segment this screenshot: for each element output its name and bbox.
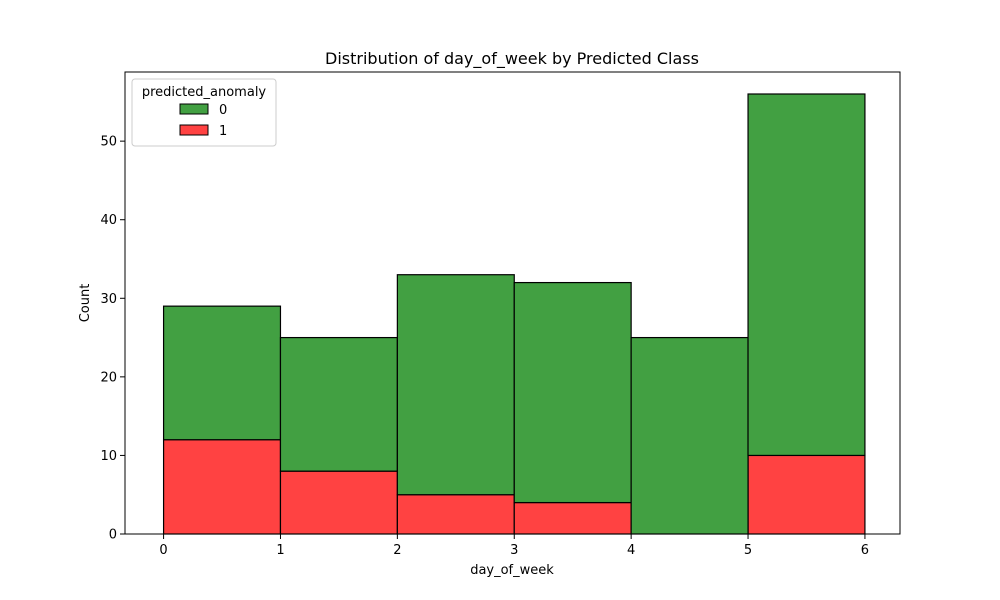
- bar-series-0-bin-5: [747, 93, 866, 457]
- legend-label-1: 1: [219, 124, 227, 139]
- legend-swatch-1: [179, 124, 209, 136]
- bar-series-1-bin-0: [162, 439, 282, 535]
- x-tick-label-4: 4: [627, 543, 635, 558]
- y-tick-label-0: 0: [109, 528, 117, 543]
- y-tick-label-2: 20: [100, 370, 117, 385]
- y-axis: 0 10 20 30 40 50: [100, 135, 125, 543]
- bar-series-1-bin-2: [396, 494, 515, 535]
- legend-title: predicted_anomaly: [142, 85, 267, 100]
- legend-label-0: 0: [219, 103, 227, 118]
- y-tick-label-4: 40: [100, 213, 117, 228]
- y-tick-label-1: 10: [100, 449, 117, 464]
- bar-series-1-bin-1: [279, 470, 398, 535]
- x-tick-label-5: 5: [744, 543, 752, 558]
- chart-title: Distribution of day_of_week by Predicted…: [325, 49, 699, 69]
- legend: predicted_anomaly 0 1: [131, 78, 277, 147]
- x-tick-label-3: 3: [510, 543, 518, 558]
- bar-series-0-bin-2: [396, 274, 515, 496]
- y-tick-label-3: 30: [100, 292, 117, 307]
- x-tick-label-1: 1: [276, 543, 284, 558]
- x-tick-label-0: 0: [159, 543, 167, 558]
- plot-frame: [124, 71, 901, 535]
- x-axis: 0 1 2 3 4 5 6: [159, 534, 869, 558]
- y-tick-label-5: 50: [100, 135, 117, 150]
- x-tick-label-6: 6: [861, 543, 869, 558]
- x-tick-label-2: 2: [393, 543, 401, 558]
- legend-swatch-0: [179, 103, 209, 115]
- y-axis-label: Count: [78, 284, 93, 323]
- bar-series-0-bin-0: [162, 305, 282, 441]
- bar-series-0-bin-1: [279, 336, 398, 472]
- bar-series-1-bin-3: [513, 501, 632, 535]
- bar-series-0-bin-4: [630, 336, 749, 535]
- bar-series-0-bin-3: [513, 281, 632, 504]
- bar-series-1-bin-5: [747, 454, 866, 535]
- x-axis-label: day_of_week: [470, 563, 554, 578]
- bars-group: [162, 93, 866, 535]
